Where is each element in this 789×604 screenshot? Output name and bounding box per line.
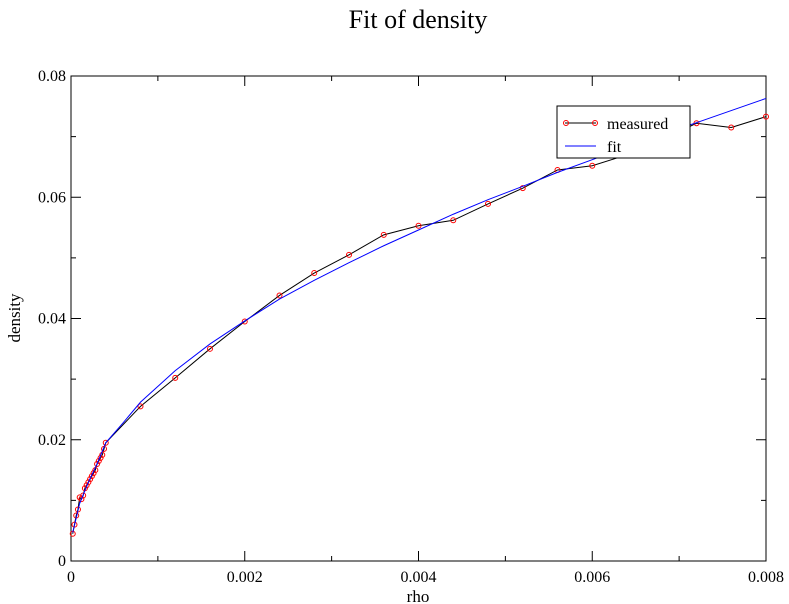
data-point-measured: [241, 318, 248, 325]
legend-measured-label: measured: [607, 116, 668, 133]
legend-box: [556, 105, 691, 159]
data-point-measured: [207, 345, 213, 352]
data-point-measured: [80, 492, 87, 499]
series-line-measured: [72, 116, 767, 534]
chart-title: Fit of density: [349, 5, 488, 34]
y-tick-label: 0.08: [38, 68, 66, 85]
series-line-fit: [72, 97, 767, 533]
data-point-measured: [415, 222, 422, 229]
data-point-measured: [85, 479, 92, 486]
y-tick-label: 0.04: [38, 311, 66, 328]
legend-measured-marker-1: [563, 120, 569, 126]
y-tick-label: 0.06: [38, 189, 66, 206]
x-axis-label: rho: [407, 587, 430, 604]
data-point-measured: [380, 231, 387, 238]
plot-layer: 0 0.002 0.004 0.006 0.008 0 0.02 0.04 0.06 0.08: [38, 68, 784, 586]
data-point-measured: [88, 473, 95, 480]
x-tick-label: 0.002: [227, 569, 263, 586]
data-point-measured: [450, 217, 457, 224]
y-tick-label: 0: [58, 553, 66, 570]
data-point-measured: [172, 374, 179, 381]
x-tick-label: 0: [67, 569, 75, 586]
legend-measured-marker-2: [592, 120, 598, 126]
data-point-measured: [485, 200, 491, 207]
y-tick-label: 0.02: [38, 432, 66, 449]
legend-fit-label: fit: [607, 139, 622, 156]
data-point-measured: [87, 476, 94, 483]
data-point-measured: [519, 185, 526, 192]
data-point-measured: [346, 251, 352, 258]
data-point-measured: [311, 270, 318, 277]
data-point-measured: [728, 124, 735, 131]
data-point-measured: [589, 162, 596, 169]
data-point-measured: [94, 461, 101, 467]
data-point-measured: [276, 292, 283, 299]
y-axis-label: density: [5, 293, 24, 343]
x-tick-label: 0.004: [401, 569, 437, 586]
x-tick-label: 0.006: [574, 569, 610, 586]
data-point-measured: [102, 439, 109, 446]
x-tick-label: 0.008: [748, 569, 784, 586]
data-point-measured: [763, 113, 769, 120]
data-point-measured: [137, 403, 144, 410]
data-point-measured: [78, 496, 85, 503]
legend: measured fit: [556, 105, 691, 159]
